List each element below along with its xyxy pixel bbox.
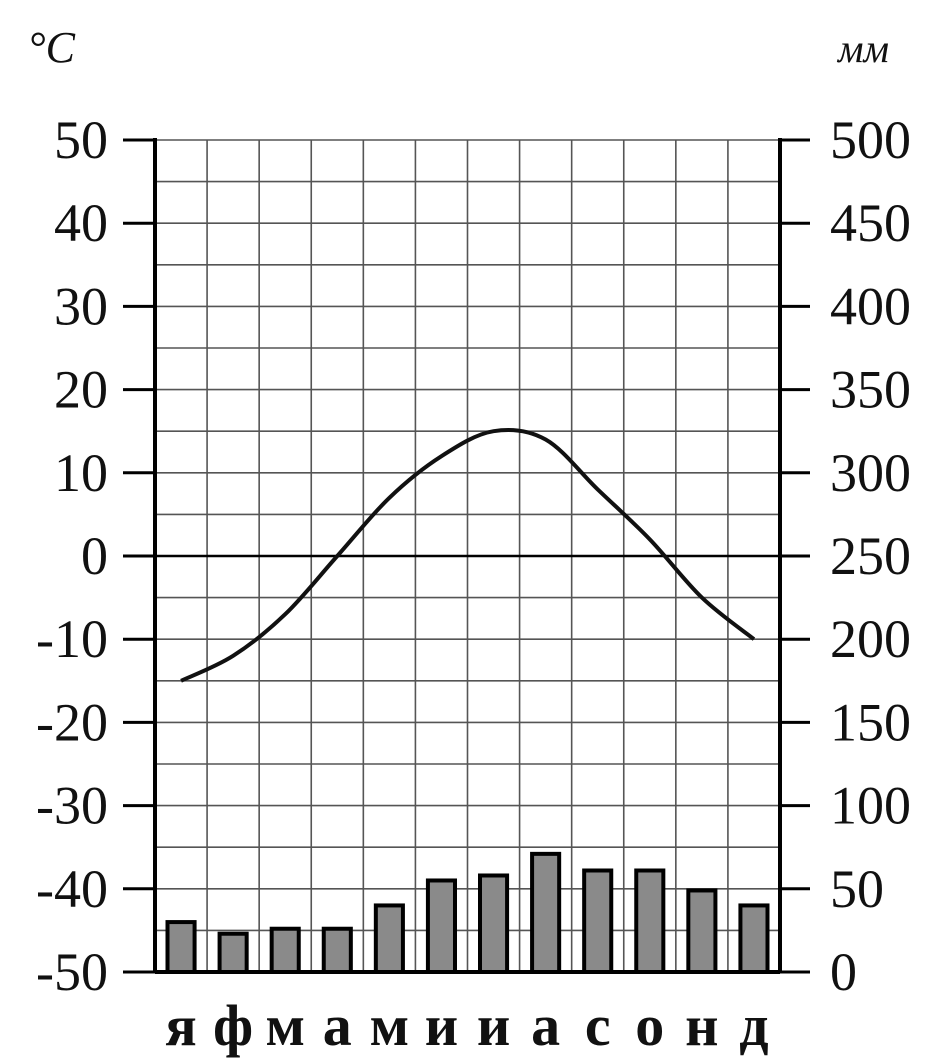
- left-axis-ticks: 50 40 30 20 10 0 -10 -20 -30 -40 -50: [36, 110, 155, 1002]
- month-label: м: [370, 993, 410, 1058]
- left-tick-label: 50: [54, 110, 108, 170]
- month-label: и: [477, 993, 510, 1058]
- month-label: а: [531, 993, 560, 1058]
- left-tick-label: -10: [36, 609, 108, 669]
- right-tick-label: 200: [830, 609, 911, 669]
- left-tick-label: 0: [81, 526, 108, 586]
- left-tick-label: 30: [54, 276, 108, 336]
- right-tick-label: 400: [830, 276, 911, 336]
- right-tick-label: 50: [830, 859, 884, 919]
- right-tick-label: 150: [830, 692, 911, 752]
- precipitation-bars: [165, 851, 770, 975]
- month-label: с: [585, 993, 611, 1058]
- precipitation-bar: [738, 903, 770, 974]
- left-tick-label: 10: [54, 443, 108, 503]
- month-label: н: [685, 993, 718, 1058]
- left-tick-label: 40: [54, 193, 108, 253]
- precipitation-bar: [634, 868, 666, 974]
- precipitation-bar: [425, 878, 457, 974]
- right-tick-label: 450: [830, 193, 911, 253]
- left-tick-label: -20: [36, 692, 108, 752]
- precipitation-bar: [321, 926, 353, 975]
- month-label: м: [265, 993, 305, 1058]
- left-tick-label: -50: [36, 942, 108, 1002]
- month-label: и: [425, 993, 458, 1058]
- right-tick-label: 350: [830, 360, 911, 420]
- month-label: ф: [213, 993, 253, 1058]
- left-tick-label: 20: [54, 360, 108, 420]
- left-tick-label: -30: [36, 776, 108, 836]
- precipitation-bar: [686, 888, 718, 974]
- month-label: д: [739, 993, 768, 1058]
- month-label: я: [165, 993, 196, 1058]
- precipitation-bar: [582, 868, 614, 974]
- right-tick-label: 100: [830, 776, 911, 836]
- precipitation-bar: [217, 931, 249, 975]
- precipitation-bar: [373, 903, 405, 974]
- right-tick-label: 300: [830, 443, 911, 503]
- precipitation-bar: [269, 926, 301, 975]
- precipitation-bar: [530, 851, 562, 975]
- right-axis-unit: мм: [836, 26, 889, 71]
- precipitation-bar: [478, 873, 510, 974]
- grid: [155, 139, 780, 972]
- right-tick-label: 500: [830, 110, 911, 170]
- temperature-line: [180, 427, 756, 683]
- left-axis-unit: °C: [28, 23, 76, 72]
- right-tick-label: 0: [830, 942, 857, 1002]
- month-label: а: [323, 993, 352, 1058]
- precipitation-bar: [165, 920, 197, 975]
- month-label: о: [635, 993, 664, 1058]
- left-tick-label: -40: [36, 859, 108, 919]
- right-tick-label: 250: [830, 526, 911, 586]
- temperature-series: [180, 427, 756, 683]
